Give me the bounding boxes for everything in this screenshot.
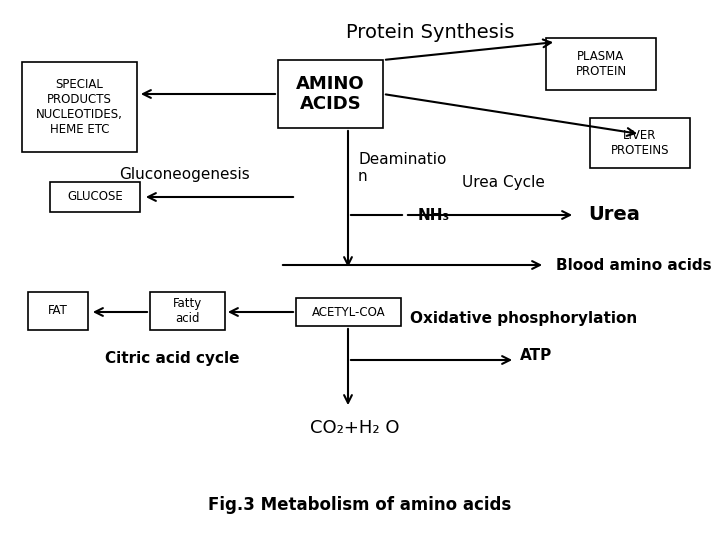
- Text: ATP: ATP: [520, 348, 552, 362]
- Text: Fig.3 Metabolism of amino acids: Fig.3 Metabolism of amino acids: [208, 496, 512, 514]
- Text: Urea: Urea: [588, 206, 640, 225]
- Text: LIVER
PROTEINS: LIVER PROTEINS: [611, 129, 670, 157]
- Text: Oxidative phosphorylation: Oxidative phosphorylation: [410, 310, 637, 326]
- Bar: [590, 118, 690, 168]
- Bar: [22, 62, 137, 152]
- Text: SPECIAL
PRODUCTS
NUCLEOTIDES,
HEME ETC: SPECIAL PRODUCTS NUCLEOTIDES, HEME ETC: [36, 78, 123, 136]
- Text: Blood amino acids: Blood amino acids: [556, 258, 711, 273]
- Text: GLUCOSE: GLUCOSE: [67, 191, 123, 204]
- Text: Fatty
acid: Fatty acid: [173, 297, 202, 325]
- Bar: [296, 298, 401, 326]
- Text: Gluconeogenesis: Gluconeogenesis: [120, 167, 251, 183]
- Text: FAT: FAT: [48, 305, 68, 318]
- Text: NH₃: NH₃: [418, 207, 450, 222]
- Text: AMINO
ACIDS: AMINO ACIDS: [296, 75, 365, 113]
- Text: Citric acid cycle: Citric acid cycle: [105, 350, 240, 366]
- Text: Protein Synthesis: Protein Synthesis: [346, 23, 514, 42]
- Bar: [546, 38, 656, 90]
- Bar: [50, 182, 140, 212]
- Text: Deaminatio
n: Deaminatio n: [358, 152, 446, 184]
- Text: Urea Cycle: Urea Cycle: [462, 176, 545, 191]
- Bar: [278, 60, 383, 128]
- Text: ACETYL-COA: ACETYL-COA: [312, 306, 385, 319]
- Bar: [150, 292, 225, 330]
- Text: CO₂+H₂ O: CO₂+H₂ O: [310, 419, 400, 437]
- Text: PLASMA
PROTEIN: PLASMA PROTEIN: [575, 50, 626, 78]
- Bar: [28, 292, 88, 330]
